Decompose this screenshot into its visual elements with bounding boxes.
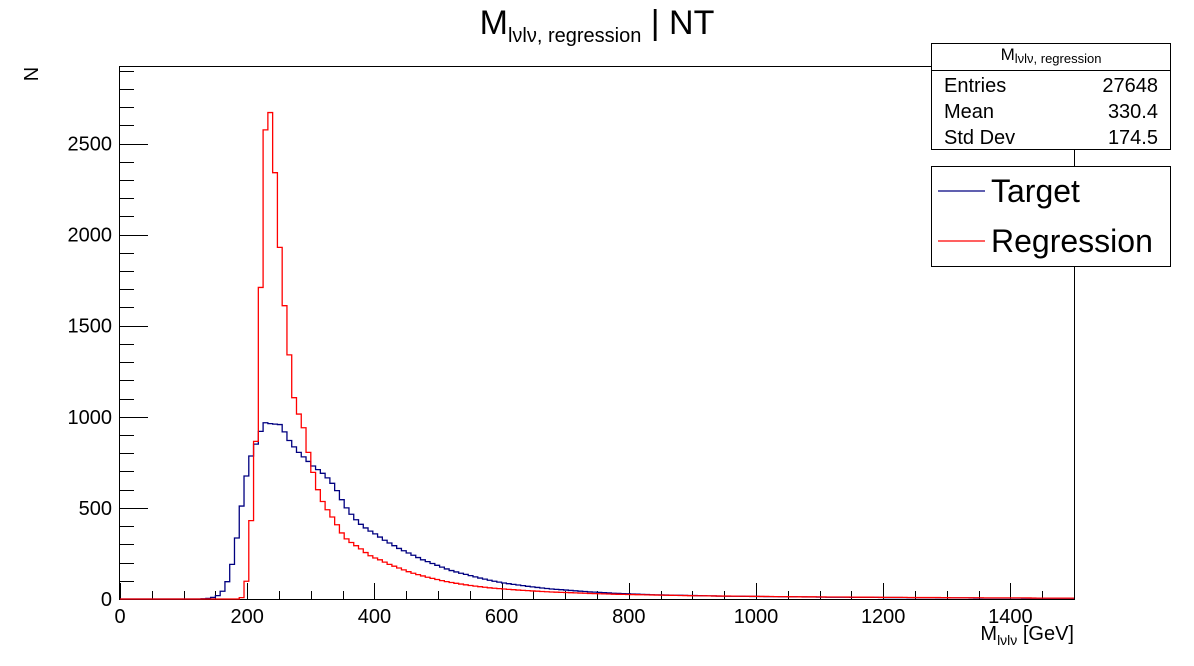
series-line-regression <box>120 111 1074 600</box>
x-tick-label: 600 <box>485 606 518 628</box>
series-line-target <box>120 422 1074 600</box>
x-tick-label: 1000 <box>734 606 779 628</box>
legend-frame <box>931 166 1171 267</box>
x-tick-label: 400 <box>358 606 391 628</box>
x-tick-label: 800 <box>612 606 645 628</box>
x-tick-label: 1200 <box>861 606 906 628</box>
chart-title-suffix: | NT <box>641 4 714 42</box>
x-tick-label: 1400 <box>988 606 1033 628</box>
stats-title-sub: lνlν, regression <box>1015 51 1102 66</box>
y-axis: 0 500 1000 1500 2000 2500 <box>68 71 148 611</box>
stats-value-entries: 27648 <box>1102 75 1158 97</box>
stats-value-mean: 330.4 <box>1108 101 1158 123</box>
stats-label-entries: Entries <box>944 75 1006 97</box>
y-tick-label: 2500 <box>68 134 113 156</box>
plot-frame <box>119 66 1075 600</box>
legend-label-target: Target <box>991 173 1080 209</box>
y-tick-label: 500 <box>79 498 112 520</box>
x-axis: 0 200 400 600 800 1000 1200 1400 <box>114 583 1075 628</box>
stats-box-title: Mlνlν, regression <box>1001 45 1102 66</box>
x-axis-label-main: M <box>980 623 997 645</box>
chart-title: Mlνlν, regression | NT <box>480 4 715 47</box>
y-tick-label: 1000 <box>68 407 113 429</box>
y-tick-label: 0 <box>101 589 112 611</box>
stats-title-main: M <box>1001 45 1015 64</box>
x-tick-label: 200 <box>231 606 264 628</box>
stats-label-stddev: Std Dev <box>944 127 1015 149</box>
stats-box: Mlνlν, regression Entries 27648 Mean 330… <box>931 43 1171 150</box>
y-axis-label: N <box>21 67 43 81</box>
chart-title-main: M <box>480 4 508 42</box>
x-axis-label-suffix: [GeV] <box>1017 623 1074 645</box>
stats-value-stddev: 174.5 <box>1108 127 1158 149</box>
x-axis-label-sub: lνlν <box>997 632 1017 648</box>
x-axis-label: Mlνlν [GeV] <box>980 623 1074 648</box>
stats-box-frame <box>931 43 1171 150</box>
y-tick-label: 1500 <box>68 316 113 338</box>
y-tick-label: 2000 <box>68 225 113 247</box>
legend: Target Regression <box>931 166 1171 267</box>
legend-label-regression: Regression <box>991 223 1153 259</box>
chart-title-sub: lνlν, regression <box>508 25 641 47</box>
x-tick-label: 0 <box>114 606 125 628</box>
stats-label-mean: Mean <box>944 101 994 123</box>
